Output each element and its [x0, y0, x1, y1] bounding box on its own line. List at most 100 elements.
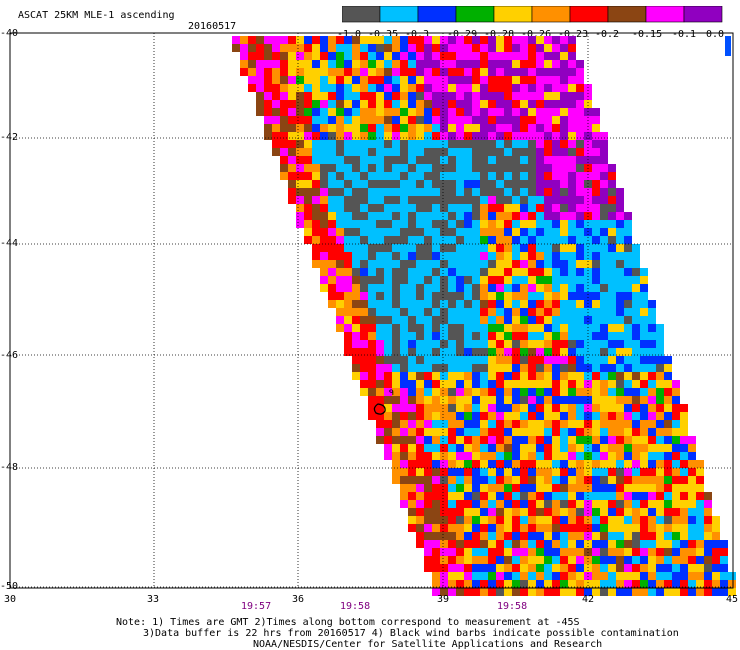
swath-cell: [472, 132, 480, 140]
swath-cell: [264, 52, 272, 60]
swath-cell: [384, 316, 392, 324]
swath-cell: [704, 548, 712, 556]
swath-cell: [320, 196, 328, 204]
swath-cell: [416, 300, 424, 308]
swath-cell: [280, 132, 288, 140]
swath-cell: [592, 580, 600, 588]
swath-cell: [536, 260, 544, 268]
swath-cell: [472, 468, 480, 476]
swath-cell: [512, 156, 520, 164]
swath-cell: [376, 292, 384, 300]
swath-cell: [520, 148, 528, 156]
swath-cell: [424, 340, 432, 348]
swath-cell: [584, 220, 592, 228]
swath-cell: [464, 548, 472, 556]
swath-cell: [728, 580, 736, 588]
swath-cell: [440, 156, 448, 164]
swath-cell: [440, 572, 448, 580]
swath-cell: [456, 92, 464, 100]
swath-cell: [496, 52, 504, 60]
swath-cell: [256, 36, 264, 44]
swath-cell: [416, 132, 424, 140]
swath-cell: [520, 428, 528, 436]
swath-cell: [432, 588, 440, 596]
swath-cell: [592, 316, 600, 324]
swath-cell: [416, 260, 424, 268]
swath-cell: [432, 156, 440, 164]
swath-cell: [488, 492, 496, 500]
colorbar-tick-label: -0.23: [558, 29, 589, 40]
swath-cell: [336, 116, 344, 124]
swath-cell: [328, 220, 336, 228]
swath-cell: [520, 76, 528, 84]
swath-cell: [424, 284, 432, 292]
swath-cell: [528, 364, 536, 372]
swath-cell: [392, 332, 400, 340]
x-label-36: 36: [292, 594, 305, 605]
swath-cell: [616, 364, 624, 372]
swath-cell: [520, 68, 528, 76]
swath-cell: [528, 588, 536, 596]
swath-cell: [536, 548, 544, 556]
swath-cell: [328, 268, 336, 276]
swath-cell: [576, 244, 584, 252]
swath-cell: [584, 244, 592, 252]
swath-cell: [440, 316, 448, 324]
island-outline: [373, 403, 386, 415]
swath-cell: [424, 108, 432, 116]
swath-cell: [568, 324, 576, 332]
swath-cell: [352, 356, 360, 364]
swath-cell: [640, 348, 648, 356]
swath-cell: [632, 292, 640, 300]
swath-cell: [368, 252, 376, 260]
swath-cell: [400, 436, 408, 444]
swath-cell: [568, 524, 576, 532]
swath-cell: [368, 204, 376, 212]
swath-cell: [480, 68, 488, 76]
swath-cell: [680, 524, 688, 532]
swath-cell: [416, 372, 424, 380]
swath-cell: [416, 332, 424, 340]
swath-cell: [488, 508, 496, 516]
note-line-2: 3)Data buffer is 22 hrs from 20160517 4)…: [143, 628, 679, 639]
swath-cell: [544, 436, 552, 444]
swath-cell: [472, 332, 480, 340]
swath-cell: [632, 276, 640, 284]
swath-cell: [512, 44, 520, 52]
swath-cell: [696, 500, 704, 508]
swath-cell: [336, 76, 344, 84]
swath-cell: [424, 348, 432, 356]
swath-cell: [680, 508, 688, 516]
swath-cell: [400, 212, 408, 220]
swath-cell: [528, 92, 536, 100]
swath-cell: [456, 52, 464, 60]
swath-cell: [480, 372, 488, 380]
swath-cell: [624, 380, 632, 388]
swath-cell: [576, 260, 584, 268]
swath-cell: [536, 452, 544, 460]
swath-cell: [248, 84, 256, 92]
swath-cell: [312, 260, 320, 268]
swath-cell: [576, 148, 584, 156]
swath-cell: [576, 476, 584, 484]
swath-cell: [336, 188, 344, 196]
swath-cell: [496, 540, 504, 548]
swath-cell: [432, 140, 440, 148]
swath-cell: [504, 396, 512, 404]
swath-cell: [528, 76, 536, 84]
swath-cell: [440, 492, 448, 500]
swath-cell: [536, 348, 544, 356]
swath-cell: [432, 220, 440, 228]
swath-cell: [352, 364, 360, 372]
swath-cell: [568, 476, 576, 484]
swath-cell: [432, 540, 440, 548]
swath-cell: [560, 60, 568, 68]
swath-cell: [560, 308, 568, 316]
swath-cell: [496, 436, 504, 444]
swath-cell: [344, 300, 352, 308]
swath-cell: [432, 52, 440, 60]
swath-cell: [496, 92, 504, 100]
swath-cell: [424, 548, 432, 556]
swath-cell: [256, 60, 264, 68]
swath-cell: [616, 372, 624, 380]
